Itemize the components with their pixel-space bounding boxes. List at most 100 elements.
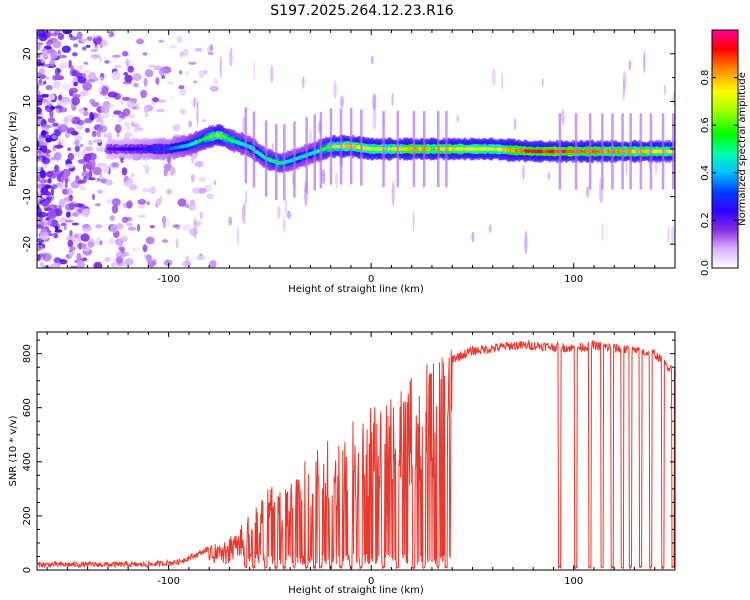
spectrogram-noise-blob bbox=[125, 125, 131, 132]
spectrogram-noise-blob bbox=[37, 211, 48, 218]
spectrogram-noise-blob bbox=[52, 124, 57, 127]
spectrogram-noise-blob bbox=[93, 262, 103, 268]
spectrogram-noise-blob bbox=[42, 264, 50, 268]
spectrogram-streak bbox=[159, 195, 163, 205]
spectrogram-noise-blob bbox=[71, 94, 81, 98]
spectrogram-noise-blob bbox=[85, 44, 91, 48]
spectrogram-noise-blob bbox=[45, 191, 52, 196]
spectrogram-noise-blob bbox=[69, 246, 76, 251]
spectrogram-noise-blob bbox=[94, 40, 98, 47]
colorbar: 0.0 0.2 0.4 0.6 0.8 Normalized spectral ampl… bbox=[700, 29, 748, 276]
spectrogram-noise-blob bbox=[78, 107, 85, 114]
spectrogram-streak bbox=[471, 231, 475, 243]
spectrogram-noise-blob bbox=[50, 187, 55, 196]
spectrogram-noise-blob bbox=[163, 259, 173, 267]
spectrogram-noise-blob bbox=[166, 188, 172, 195]
spectrogram-noise-blob bbox=[37, 33, 40, 40]
spectrogram-spike bbox=[588, 113, 592, 190]
snr-panel: -100 0 100 0 200 400 600 800 Height of straigh… bbox=[8, 331, 676, 596]
spectrogram-noise-blob bbox=[88, 140, 93, 146]
spectrogram-noise-blob bbox=[37, 137, 45, 141]
spectrogram-noise-blob bbox=[41, 49, 49, 59]
spectrogram-ridge-core bbox=[335, 144, 340, 149]
spectrogram-noise-blob bbox=[83, 61, 89, 65]
spectrogram-noise-blob bbox=[68, 87, 78, 94]
spectrogram-noise-blob bbox=[198, 187, 207, 194]
spectrogram-noise-blob bbox=[53, 257, 62, 264]
x-tick-label: 100 bbox=[564, 274, 583, 285]
spectrogram-streak bbox=[599, 185, 604, 204]
spectrogram-noise-blob bbox=[142, 244, 148, 253]
spectrogram-noise-blob bbox=[48, 93, 56, 101]
y-tick-label: -20 bbox=[22, 236, 33, 252]
spectrogram-noise-blob bbox=[59, 184, 64, 190]
spectrogram-spike bbox=[283, 124, 286, 201]
spectrogram-noise-blob bbox=[97, 112, 102, 120]
spectrogram-noise-blob bbox=[145, 254, 152, 263]
spectrogram-noise-blob bbox=[111, 71, 121, 81]
spectrogram-noise-blob bbox=[39, 262, 44, 266]
spectrogram-noise-blob bbox=[126, 222, 133, 227]
spectrogram-spike bbox=[672, 113, 675, 190]
spectrogram-noise-blob bbox=[209, 260, 217, 268]
y-tick-label: 800 bbox=[22, 344, 33, 363]
spectrogram-noise-blob bbox=[74, 139, 80, 146]
spectrogram-spike bbox=[629, 113, 632, 190]
spectrogram-streak bbox=[193, 96, 196, 109]
spectrogram-noise-blob bbox=[69, 251, 75, 256]
spectrogram-noise-blob bbox=[178, 85, 185, 90]
colorbar-label: Normalized spectral amplitude bbox=[737, 72, 748, 226]
x-tick-label: 0 bbox=[368, 576, 374, 587]
spectrogram-noise-blob bbox=[91, 159, 96, 168]
chart-title: S197.2025.264.12.23.R16 bbox=[270, 3, 453, 19]
spectrogram-ridge-core bbox=[426, 147, 431, 151]
spectrogram-noise-blob bbox=[185, 255, 190, 263]
spectrogram-streak bbox=[242, 203, 246, 225]
colorbar-tick-label: 0.6 bbox=[700, 117, 711, 133]
spectrogram-noise-blob bbox=[63, 225, 67, 231]
spectrogram-streak bbox=[456, 115, 459, 123]
spectrogram-noise-blob bbox=[207, 51, 214, 56]
spectrogram-ridge-layer bbox=[104, 107, 675, 201]
spectrogram-noise-blob bbox=[119, 99, 126, 105]
spectrogram-noise-blob bbox=[161, 239, 169, 243]
spectrogram-noise-blob bbox=[57, 217, 66, 223]
spectrogram-noise-blob bbox=[74, 135, 82, 142]
spectrogram-noise-blob bbox=[167, 219, 171, 228]
spectrogram-noise-blob bbox=[60, 222, 67, 227]
y-tick-label: 400 bbox=[22, 452, 33, 471]
spectrogram-noise-blob bbox=[63, 196, 74, 203]
spectrogram-spike bbox=[639, 113, 643, 190]
spectrogram-noise-blob bbox=[91, 101, 100, 107]
spectrogram-noise-blob bbox=[37, 44, 41, 51]
spectrogram-noise-blob bbox=[126, 200, 133, 209]
spectrogram-noise-blob bbox=[122, 50, 128, 57]
spectrogram-noise-blob bbox=[172, 124, 181, 132]
spectrogram-noise-blob bbox=[45, 217, 50, 221]
spectrogram-spike bbox=[275, 123, 278, 200]
spectrogram-noise-blob bbox=[198, 70, 205, 79]
spectrogram-noise-blob bbox=[64, 177, 69, 185]
spectrogram-noise-blob bbox=[133, 126, 138, 134]
spectrogram-noise-blob bbox=[116, 117, 124, 122]
spectrogram-noise-blob bbox=[126, 100, 136, 109]
spectrogram-noise-blob bbox=[206, 193, 214, 200]
spectrogram-noise-blob bbox=[141, 187, 152, 193]
spectrogram-spike bbox=[264, 120, 268, 197]
spectrogram-noise-blob bbox=[68, 59, 72, 68]
spectrogram-noise-blob bbox=[53, 232, 59, 239]
spectrogram-noise-blob bbox=[194, 160, 204, 168]
spectrogram-noise-blob bbox=[179, 88, 187, 96]
spectrogram-noise-blob bbox=[72, 52, 78, 57]
x-tick-label: 0 bbox=[368, 274, 374, 285]
spectrogram-streak bbox=[245, 189, 248, 206]
spectrogram-noise-blob bbox=[80, 233, 90, 242]
spectrogram-noise-blob bbox=[84, 127, 90, 133]
spectrogram-noise-blob bbox=[58, 107, 68, 113]
spectrogram-noise-blob bbox=[38, 142, 44, 146]
spectrogram-noise-blob bbox=[62, 82, 71, 92]
spectrogram-noise-blob bbox=[50, 106, 56, 110]
spectrogram-noise-blob bbox=[100, 104, 110, 114]
spectrogram-noise-blob bbox=[209, 85, 219, 92]
spectrogram-noise-blob bbox=[109, 224, 118, 233]
